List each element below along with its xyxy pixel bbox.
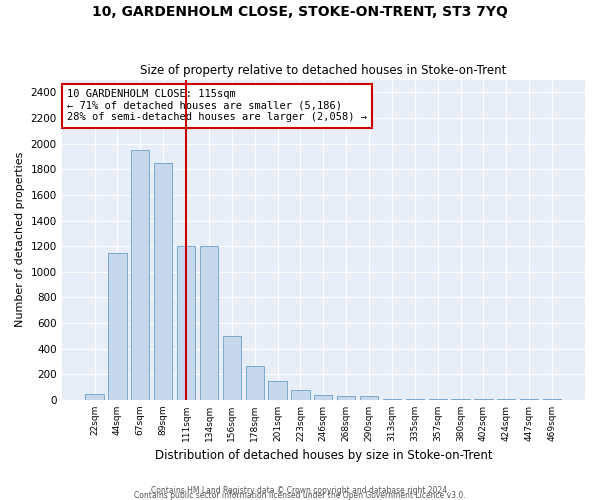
Bar <box>497 398 515 400</box>
Bar <box>268 382 287 400</box>
Text: 10 GARDENHOLM CLOSE: 115sqm
← 71% of detached houses are smaller (5,186)
28% of : 10 GARDENHOLM CLOSE: 115sqm ← 71% of det… <box>67 89 367 122</box>
Bar <box>223 336 241 400</box>
Text: Contains public sector information licensed under the Open Government Licence v3: Contains public sector information licen… <box>134 491 466 500</box>
Bar <box>360 396 378 400</box>
Bar <box>474 398 493 400</box>
X-axis label: Distribution of detached houses by size in Stoke-on-Trent: Distribution of detached houses by size … <box>155 450 492 462</box>
Title: Size of property relative to detached houses in Stoke-on-Trent: Size of property relative to detached ho… <box>140 64 506 77</box>
Bar <box>428 398 447 400</box>
Text: 10, GARDENHOLM CLOSE, STOKE-ON-TRENT, ST3 7YQ: 10, GARDENHOLM CLOSE, STOKE-ON-TRENT, ST… <box>92 5 508 19</box>
Bar <box>154 163 172 400</box>
Bar <box>292 390 310 400</box>
Bar <box>337 396 355 400</box>
Bar <box>451 398 470 400</box>
Y-axis label: Number of detached properties: Number of detached properties <box>15 152 25 328</box>
Bar <box>314 395 332 400</box>
Bar <box>520 398 538 400</box>
Bar <box>109 252 127 400</box>
Bar <box>177 246 195 400</box>
Bar <box>200 246 218 400</box>
Text: Contains HM Land Registry data © Crown copyright and database right 2024.: Contains HM Land Registry data © Crown c… <box>151 486 449 495</box>
Bar <box>406 398 424 400</box>
Bar <box>543 398 561 400</box>
Bar <box>131 150 149 400</box>
Bar <box>245 366 264 400</box>
Bar <box>383 398 401 400</box>
Bar <box>85 394 104 400</box>
